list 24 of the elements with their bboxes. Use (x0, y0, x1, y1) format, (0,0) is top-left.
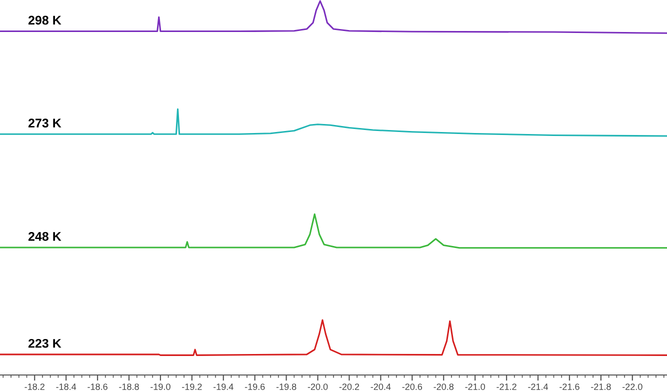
x-tick-label: -22.0 (622, 384, 642, 390)
x-tick-label: -20.8 (434, 384, 454, 390)
x-tick-label: -19.8 (276, 384, 296, 390)
series-label: 248 K (28, 232, 62, 241)
x-tick-label: -20.2 (339, 384, 360, 390)
x-tick-label: -21.0 (465, 384, 486, 390)
x-tick-label: -19.4 (213, 384, 234, 390)
x-tick-label: -20.6 (402, 384, 422, 390)
x-tick-label: -18.8 (119, 384, 139, 390)
series-label: 273 K (28, 118, 62, 128)
x-tick-label: -21.8 (591, 384, 611, 390)
x-tick-label: -18.4 (56, 384, 76, 390)
series-label: 223 K (28, 338, 62, 348)
x-tick-label: -21.6 (560, 384, 580, 390)
x-tick-label: -20.4 (370, 384, 391, 390)
x-tick-label: -19.6 (244, 384, 265, 390)
x-tick-label: -20.0 (308, 384, 328, 390)
series-label: 298 K (28, 16, 62, 25)
x-tick-label: -21.4 (528, 384, 548, 390)
x-tick-label: -21.2 (496, 384, 516, 390)
x-tick-label: -18.2 (24, 384, 44, 390)
x-tick-label: -19.2 (182, 384, 202, 390)
x-tick-label: -19.0 (150, 384, 170, 390)
x-tick-label: -18.6 (88, 384, 108, 390)
